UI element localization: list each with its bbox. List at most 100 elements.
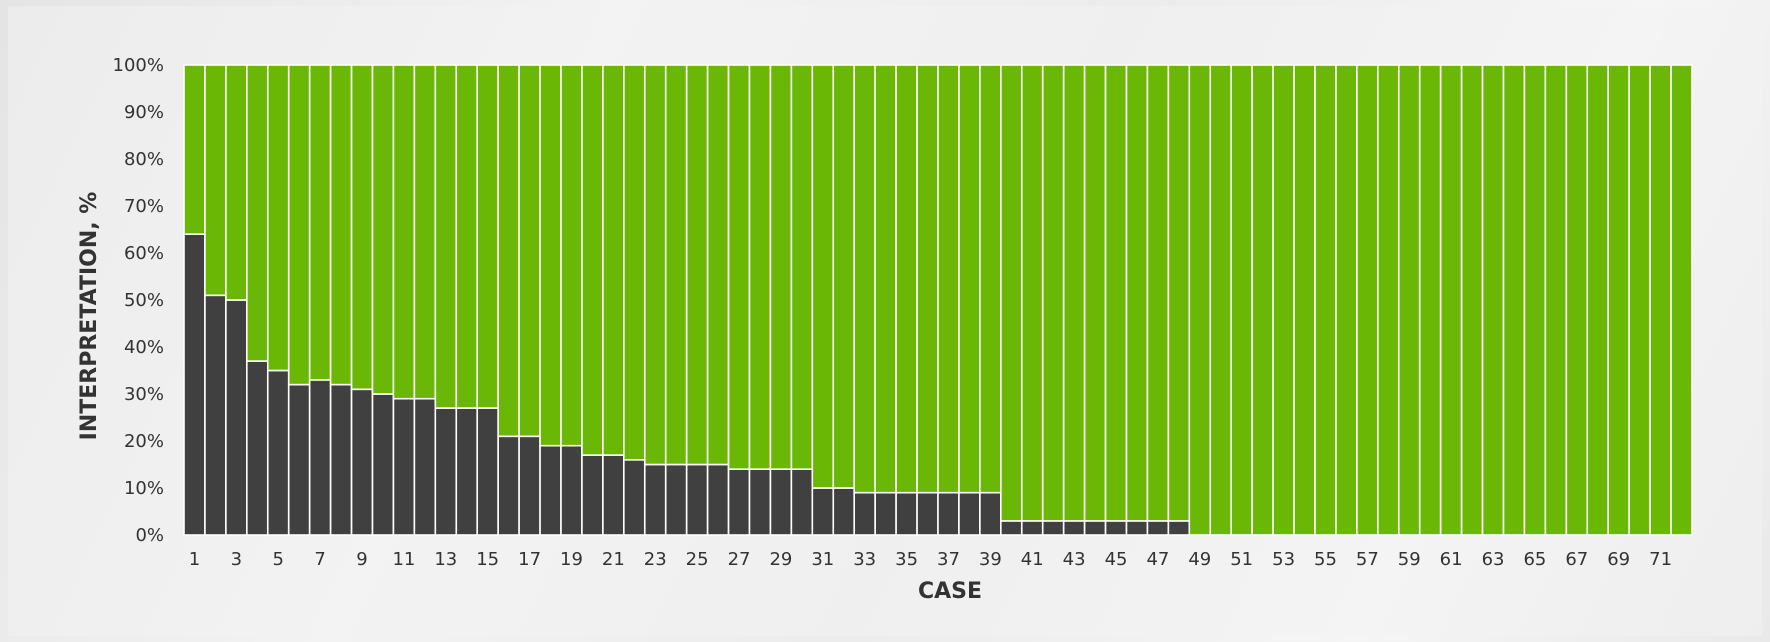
x-tick-label: 11	[392, 549, 415, 570]
y-tick-label: 40%	[124, 337, 164, 358]
bar-case-4-series-1	[246, 360, 269, 536]
bar-case-44-series-2	[1083, 64, 1107, 522]
bar-case-34-series-1	[874, 491, 897, 536]
bar-case-35-series-1	[895, 491, 918, 536]
bar-case-1-series-1	[183, 233, 206, 536]
bar-case-12-series-2	[413, 64, 437, 400]
x-tick-label: 39	[979, 549, 1002, 570]
bar-case-62-series-2	[1460, 64, 1484, 536]
x-tick-label: 13	[434, 549, 457, 570]
bar-case-54-series-2	[1293, 64, 1316, 536]
x-tick-label: 23	[644, 549, 667, 570]
x-tick-label: 71	[1649, 549, 1672, 570]
bar-case-67-series-2	[1565, 64, 1589, 536]
bar-case-21-series-1	[602, 454, 625, 536]
y-tick-label: 70%	[124, 196, 164, 217]
bar-case-42-series-2	[1041, 64, 1065, 522]
bar-case-5-series-1	[266, 369, 290, 536]
y-tick-label: 90%	[124, 102, 164, 123]
bar-case-28-series-1	[748, 468, 772, 536]
bar-case-28-series-2	[748, 64, 772, 471]
x-tick-label: 29	[769, 549, 792, 570]
bar-case-55-series-2	[1314, 64, 1337, 536]
bar-case-45-series-2	[1104, 64, 1128, 522]
bar-case-61-series-2	[1439, 64, 1463, 536]
bar-case-60-series-2	[1418, 64, 1442, 536]
bar-case-17-series-2	[518, 64, 541, 438]
bars-group	[183, 64, 1693, 536]
x-tick-label: 63	[1482, 549, 1505, 570]
bar-case-38-series-1	[958, 491, 981, 536]
bar-case-30-series-2	[790, 64, 814, 471]
bar-case-43-series-1	[1062, 520, 1086, 536]
bar-case-46-series-1	[1125, 520, 1149, 536]
x-tick-label: 27	[728, 549, 751, 570]
bar-case-14-series-1	[455, 407, 479, 536]
bar-case-11-series-1	[392, 397, 416, 536]
bar-case-23-series-1	[643, 463, 667, 536]
y-tick-label: 20%	[124, 431, 164, 452]
bar-case-19-series-1	[560, 444, 583, 536]
x-tick-label: 55	[1314, 549, 1337, 570]
bar-case-26-series-2	[706, 64, 730, 466]
bar-case-24-series-1	[664, 463, 688, 536]
bar-case-71-series-2	[1649, 64, 1672, 536]
y-tick-label: 60%	[124, 243, 164, 264]
x-tick-label: 45	[1105, 549, 1128, 570]
bar-case-42-series-1	[1041, 520, 1065, 536]
bar-case-22-series-1	[623, 458, 646, 536]
bar-case-72-series-2	[1670, 64, 1693, 536]
x-tick-label: 17	[518, 549, 541, 570]
bar-case-3-series-2	[225, 64, 248, 301]
y-axis-ticks: 0% 10% 20% 30% 40% 50% 60% 70% 80% 90% 100%	[113, 55, 164, 546]
bar-case-16-series-1	[497, 435, 520, 536]
bar-case-44-series-1	[1083, 520, 1107, 536]
x-tick-label: 31	[811, 549, 834, 570]
bar-case-31-series-1	[811, 487, 835, 536]
bar-case-65-series-2	[1523, 64, 1547, 536]
bar-case-18-series-2	[539, 64, 562, 447]
y-tick-label: 30%	[124, 384, 164, 405]
x-tick-label: 67	[1565, 549, 1588, 570]
bar-case-10-series-2	[371, 64, 395, 395]
bar-case-32-series-1	[832, 487, 856, 536]
y-tick-label: 0%	[135, 525, 164, 546]
bar-case-50-series-2	[1209, 64, 1233, 536]
bar-case-49-series-2	[1188, 64, 1212, 536]
bar-case-2-series-1	[204, 294, 227, 536]
bar-case-8-series-2	[329, 64, 353, 386]
bar-case-45-series-1	[1104, 520, 1128, 536]
bar-case-9-series-1	[350, 388, 374, 536]
bar-case-51-series-2	[1230, 64, 1253, 536]
bar-case-64-series-2	[1502, 64, 1526, 536]
x-tick-label: 3	[231, 549, 242, 570]
bar-case-36-series-1	[916, 491, 939, 536]
bar-case-46-series-2	[1125, 64, 1149, 522]
x-tick-label: 15	[476, 549, 499, 570]
bar-case-30-series-1	[790, 468, 814, 536]
bar-case-2-series-2	[204, 64, 227, 297]
bar-case-19-series-2	[560, 64, 583, 447]
bar-case-15-series-2	[476, 64, 499, 409]
y-tick-label: 80%	[124, 149, 164, 170]
bar-case-16-series-2	[497, 64, 520, 438]
bar-case-24-series-2	[664, 64, 688, 466]
bar-case-41-series-2	[1020, 64, 1044, 522]
x-tick-label: 57	[1356, 549, 1379, 570]
bar-case-40-series-1	[1000, 520, 1023, 536]
x-tick-label: 37	[937, 549, 960, 570]
bar-case-37-series-2	[937, 64, 960, 494]
bar-case-11-series-2	[392, 64, 416, 400]
bar-case-1-series-2	[183, 64, 206, 235]
bar-case-22-series-2	[623, 64, 646, 461]
bar-case-39-series-2	[979, 64, 1002, 494]
bar-case-10-series-1	[371, 393, 395, 536]
bar-case-33-series-2	[853, 64, 876, 494]
bar-case-43-series-2	[1062, 64, 1086, 522]
x-tick-label: 33	[853, 549, 876, 570]
bar-case-14-series-2	[455, 64, 479, 409]
bar-case-8-series-1	[329, 383, 353, 536]
bar-case-63-series-2	[1481, 64, 1505, 536]
